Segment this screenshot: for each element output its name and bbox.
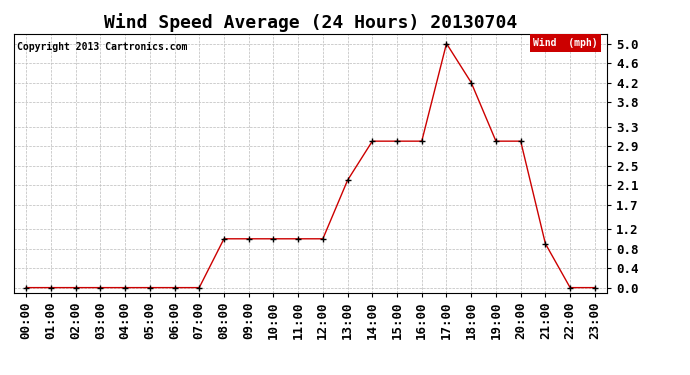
Title: Wind Speed Average (24 Hours) 20130704: Wind Speed Average (24 Hours) 20130704 [104,13,517,32]
Text: Copyright 2013 Cartronics.com: Copyright 2013 Cartronics.com [17,42,187,51]
